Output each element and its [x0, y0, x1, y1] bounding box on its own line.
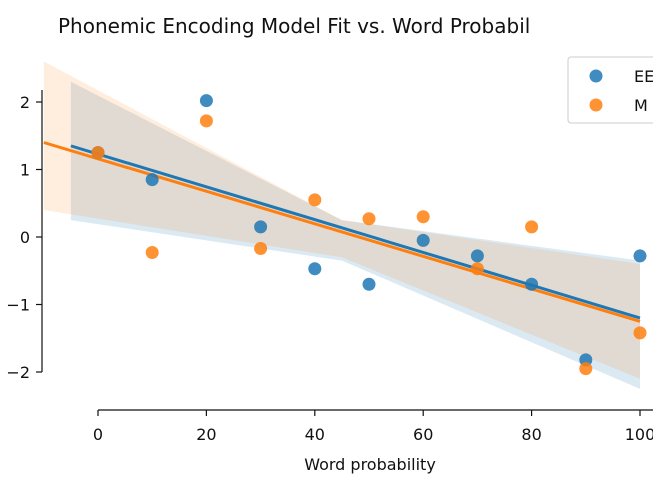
confidence-bands [43, 61, 641, 389]
y-tick-label: −1 [6, 296, 30, 315]
point-m [416, 210, 430, 224]
point-ee [525, 277, 539, 291]
x-axis-label: Word probability [304, 455, 436, 474]
fit-line-m [43, 141, 641, 323]
x-axis: 0 20 40 60 80 100 [93, 409, 653, 444]
legend-box [567, 56, 653, 124]
point-m [308, 193, 322, 207]
data-points [91, 94, 647, 376]
x-tick-label: 0 [93, 425, 103, 444]
point-ee [633, 249, 647, 263]
x-tick-label: 20 [196, 425, 216, 444]
point-m [579, 362, 593, 376]
confidence-band-m [43, 61, 641, 379]
point-m [199, 114, 213, 128]
x-tick-label: 80 [521, 425, 541, 444]
point-m [470, 262, 484, 276]
point-m [362, 212, 376, 226]
legend-label-ee: EE [634, 67, 653, 86]
y-tick-label: 1 [20, 161, 30, 180]
point-ee [416, 233, 430, 247]
point-m [633, 326, 647, 340]
legend-marker-m [589, 98, 603, 112]
legend-marker-ee [589, 69, 603, 83]
legend-label-m: M [634, 96, 648, 115]
y-tick-label: −2 [6, 363, 30, 382]
point-m [254, 241, 268, 255]
y-tick-label: 0 [20, 228, 30, 247]
x-tick-label: 100 [625, 425, 653, 444]
fit-line-ee [70, 144, 641, 320]
point-m [145, 246, 159, 260]
y-tick-label: 2 [20, 93, 30, 112]
point-m [91, 146, 105, 160]
point-ee [199, 94, 213, 108]
chart-title: Phonemic Encoding Model Fit vs. Word Pro… [58, 14, 530, 38]
point-m [525, 220, 539, 234]
point-ee [308, 262, 322, 276]
x-tick-label: 40 [305, 425, 325, 444]
point-ee [254, 220, 268, 234]
legend: EE M [567, 56, 653, 124]
point-ee [362, 277, 376, 291]
fit-lines [43, 141, 641, 323]
point-ee [145, 173, 159, 187]
y-axis: −2 −1 0 1 2 [6, 90, 43, 382]
x-tick-label: 60 [413, 425, 433, 444]
point-ee [470, 249, 484, 263]
